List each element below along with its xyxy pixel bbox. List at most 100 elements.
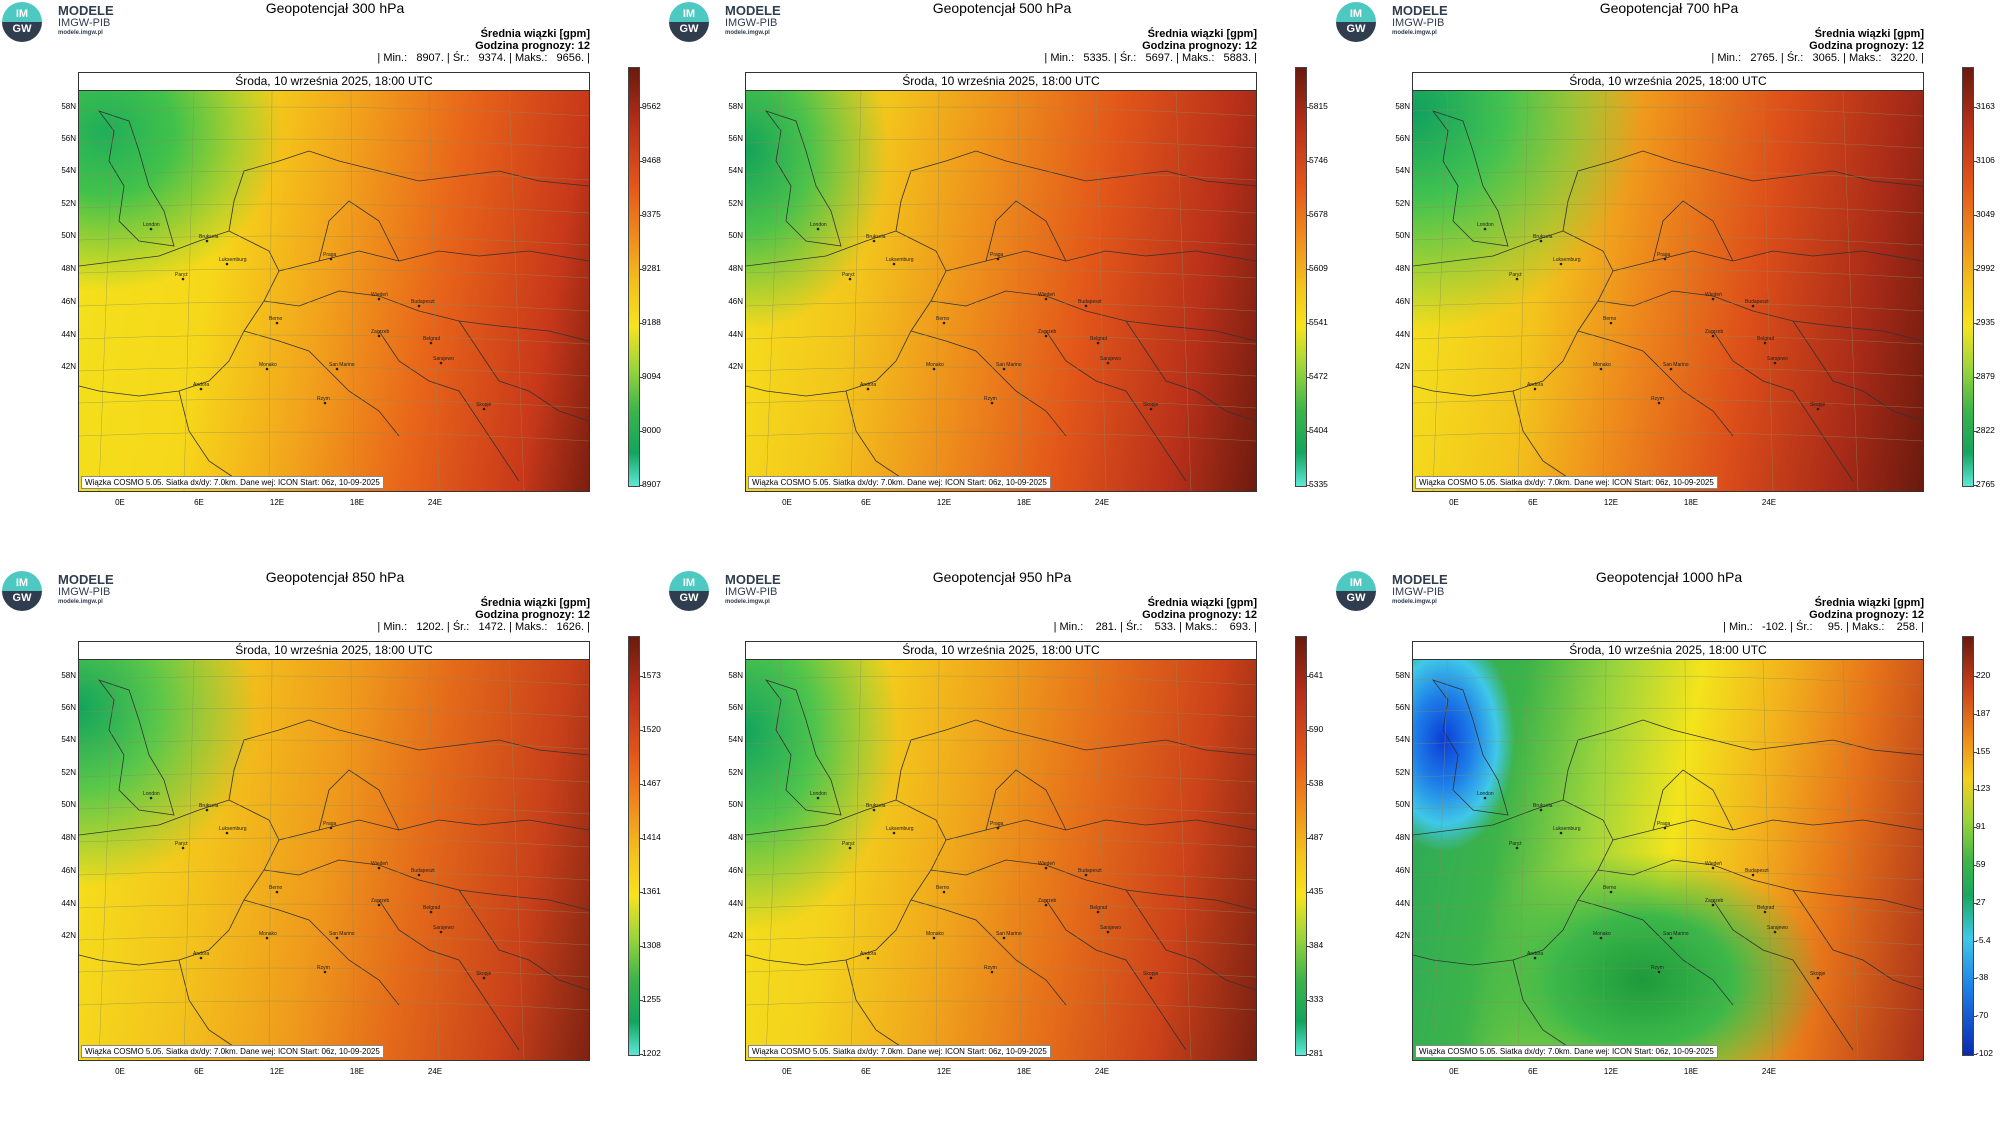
city-label: Budapeszt xyxy=(1078,868,1102,874)
city-label: Bruksela xyxy=(866,234,886,240)
colorbar-label: 220 xyxy=(1976,670,1991,680)
map-borders: London Bruksela Luksemburg Paryż Praga Wiedeń… xyxy=(1413,660,1923,1060)
colorbar-tick xyxy=(639,730,643,731)
city-label: Belgrad xyxy=(1757,905,1774,911)
map-area: Środa, 10 września 2025, 18:00 UTC Londo… xyxy=(78,641,590,1061)
city-label: London xyxy=(810,222,827,228)
colorbar-tick xyxy=(639,946,643,947)
colorbar-label: 641 xyxy=(1309,670,1324,680)
city-label: San Marino xyxy=(329,362,355,368)
city-label: Sarajewo xyxy=(1100,925,1121,931)
colorbar-label: 9000 xyxy=(642,425,661,435)
logo-title: MODELE xyxy=(58,3,114,18)
imgw-logo-icon: IM GW xyxy=(669,571,709,611)
colorbar-tick xyxy=(639,892,643,893)
colorbar xyxy=(1295,67,1307,487)
map-panel-6: IM GW MODELE IMGW-PIB modele.imgw.pl Geo… xyxy=(1334,569,2000,1137)
city-label: Praga xyxy=(323,821,337,827)
panel-title: Geopotencjał 1000 hPa xyxy=(1595,569,1743,585)
latitude-label: 54N xyxy=(1395,166,1410,175)
logo-subtitle: IMGW-PIB xyxy=(1392,586,1445,598)
longitude-label: 12E xyxy=(269,498,285,507)
colorbar-tick xyxy=(1306,161,1310,162)
colorbar xyxy=(1295,636,1307,1056)
latitude-label: 50N xyxy=(1395,231,1410,240)
city-label: Belgrad xyxy=(1090,905,1107,911)
city-label: Praga xyxy=(1657,821,1671,827)
city-label: Skopje xyxy=(1810,971,1826,977)
colorbar-tick xyxy=(639,269,643,270)
latitude-label: 44N xyxy=(61,330,76,339)
colorbar-label: 384 xyxy=(1309,940,1324,950)
logo-url: modele.imgw.pl xyxy=(58,30,103,36)
colorbar-label: 333 xyxy=(1309,994,1324,1004)
colorbar-label: 9468 xyxy=(642,155,661,165)
city-label: Bruksela xyxy=(199,803,219,809)
city-label: Rzym xyxy=(984,396,997,402)
city-label: Berno xyxy=(1603,885,1617,891)
colorbar-tick xyxy=(1306,838,1310,839)
city-label: Budapeszt xyxy=(1745,868,1769,874)
colorbar-label: -38 xyxy=(1976,972,1989,983)
colorbar-tick xyxy=(1306,730,1310,731)
info-stats: | Min.: 2765. | Śr.: 3065. | Maks.: 3220… xyxy=(1711,52,1924,64)
city-label: Sarajewo xyxy=(433,925,454,931)
colorbar-tick xyxy=(1973,676,1977,677)
city-label: Paryż xyxy=(842,841,855,847)
colorbar-tick xyxy=(1306,485,1310,486)
city-label: Belgrad xyxy=(1757,336,1774,342)
latitude-label: 50N xyxy=(728,800,743,809)
city-label: San Marino xyxy=(329,931,355,937)
info-variable: Średnia wiązki [gpm] xyxy=(480,597,590,609)
latitude-label: 58N xyxy=(728,671,743,680)
colorbar-tick xyxy=(1973,485,1977,486)
colorbar-tick xyxy=(1973,902,1977,904)
colorbar-tick xyxy=(1306,1054,1310,1055)
latitude-label: 52N xyxy=(1395,768,1410,777)
colorbar-tick xyxy=(1973,269,1977,270)
colorbar-tick xyxy=(639,1000,643,1001)
city-label: Belgrad xyxy=(423,905,440,911)
latitude-label: 42N xyxy=(728,362,743,371)
city-label: Skopje xyxy=(476,402,492,408)
longitude-label: 24E xyxy=(1094,1067,1110,1076)
city-label: Skopje xyxy=(1810,402,1826,408)
model-credit: Wiązka COSMO 5.05. Siatka dx/dy: 7.0km. … xyxy=(81,476,384,489)
latitude-label: 42N xyxy=(728,931,743,940)
latitude-label: 56N xyxy=(61,703,76,712)
city-label: Belgrad xyxy=(423,336,440,342)
colorbar-tick xyxy=(1973,713,1977,715)
latitude-label: 48N xyxy=(1395,833,1410,842)
city-label: Berno xyxy=(269,885,283,891)
map-date: Środa, 10 września 2025, 18:00 UTC xyxy=(79,642,589,660)
map-area: Środa, 10 września 2025, 18:00 UTC Londo… xyxy=(1412,72,1924,492)
panel-info: Średnia wiązki [gpm] Godzina prognozy: 1… xyxy=(1711,28,1924,64)
map-panel-5: IM GW MODELE IMGW-PIB modele.imgw.pl Geo… xyxy=(667,569,1333,1137)
city-label: Luksemburg xyxy=(1553,257,1581,263)
colorbar-tick xyxy=(639,838,643,839)
info-stats: | Min.: 5335. | Śr.: 5697. | Maks.: 5883… xyxy=(1044,52,1257,64)
city-label: London xyxy=(1477,791,1494,797)
latitude-label: 56N xyxy=(728,703,743,712)
colorbar-label: 9094 xyxy=(642,371,661,381)
city-label: San Marino xyxy=(1663,931,1689,937)
colorbar-label: 1414 xyxy=(642,832,661,842)
colorbar-tick xyxy=(1306,1000,1310,1001)
info-stats: | Min.: 8907. | Śr.: 9374. | Maks.: 9656… xyxy=(377,52,590,64)
imgw-logo: IM GW MODELE IMGW-PIB modele.imgw.pl xyxy=(1336,2,1486,44)
colorbar-label: 9281 xyxy=(642,263,661,273)
colorbar-label: 5541 xyxy=(1309,317,1328,327)
colorbar-tick xyxy=(639,215,643,216)
colorbar-tick xyxy=(1973,978,1977,980)
map-date: Środa, 10 września 2025, 18:00 UTC xyxy=(746,73,1256,91)
imgw-logo-icon: IM GW xyxy=(1336,2,1376,42)
city-label: Sarajewo xyxy=(433,356,454,362)
colorbar-label: 3106 xyxy=(1976,155,1995,165)
colorbar-tick xyxy=(1306,676,1310,677)
colorbar-label: 1573 xyxy=(642,670,661,680)
city-label: Andora xyxy=(193,382,209,388)
latitude-label: 44N xyxy=(61,899,76,908)
colorbar-tick xyxy=(1973,161,1977,162)
colorbar-label: 9188 xyxy=(642,317,661,327)
map-panel-2: IM GW MODELE IMGW-PIB modele.imgw.pl Geo… xyxy=(667,0,1333,568)
